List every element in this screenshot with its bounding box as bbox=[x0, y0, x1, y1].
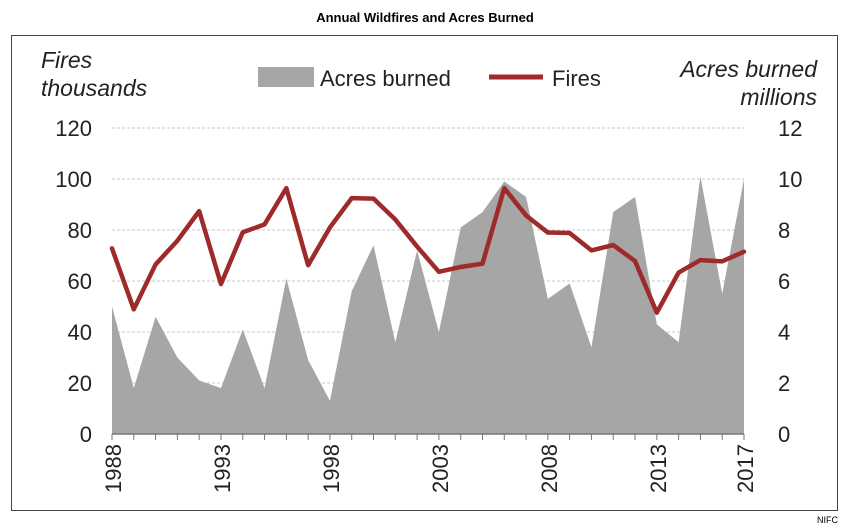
right-y-tick-label: 2 bbox=[778, 371, 790, 396]
right-y-tick-label: 6 bbox=[778, 269, 790, 294]
right-axis-subtitle: millions bbox=[740, 84, 817, 110]
source-credit: NIFC bbox=[817, 515, 838, 525]
chart-title: Annual Wildfires and Acres Burned bbox=[316, 10, 534, 25]
x-tick-label: 1988 bbox=[101, 444, 126, 493]
right-y-tick-label: 0 bbox=[778, 422, 790, 447]
x-tick-label: 2013 bbox=[646, 444, 671, 493]
chart-frame bbox=[11, 35, 838, 511]
right-axis-title: Acres burned bbox=[678, 56, 818, 82]
left-y-tick-label: 100 bbox=[55, 167, 92, 192]
left-y-tick-label: 120 bbox=[55, 116, 92, 141]
x-tick-label: 1993 bbox=[210, 444, 235, 493]
left-y-tick-label: 40 bbox=[68, 320, 92, 345]
fires-line bbox=[109, 185, 747, 315]
x-tick-label: 2008 bbox=[537, 444, 562, 493]
left-y-tick-label: 20 bbox=[68, 371, 92, 396]
left-y-tick-label: 0 bbox=[80, 422, 92, 447]
acres-burned-area bbox=[112, 176, 744, 434]
left-y-tick-label: 60 bbox=[68, 269, 92, 294]
x-tick-label: 2017 bbox=[733, 444, 758, 493]
right-y-tick-label: 4 bbox=[778, 320, 790, 345]
x-tick-label: 1998 bbox=[319, 444, 344, 493]
left-y-tick-label: 80 bbox=[68, 218, 92, 243]
left-axis-subtitle: thousands bbox=[41, 75, 148, 101]
right-y-tick-label: 12 bbox=[778, 116, 802, 141]
legend-swatch-acres-burned bbox=[258, 67, 314, 87]
right-y-tick-label: 8 bbox=[778, 218, 790, 243]
right-y-tick-label: 10 bbox=[778, 167, 802, 192]
legend-label-acres-burned: Acres burned bbox=[320, 66, 451, 91]
legend-label-fires: Fires bbox=[552, 66, 601, 91]
left-axis-title: Fires bbox=[41, 47, 93, 73]
x-tick-label: 2003 bbox=[428, 444, 453, 493]
